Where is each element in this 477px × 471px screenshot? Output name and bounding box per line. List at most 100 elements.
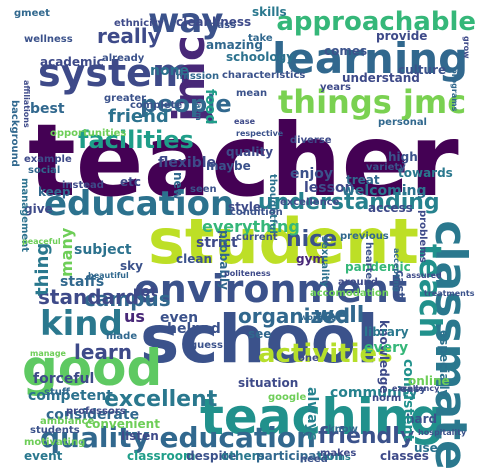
word-friend: friend [108,106,169,127]
word-respective: respective [236,129,284,138]
word-facilities: facilities [78,126,194,154]
word-mean: mean [236,88,267,99]
word-comes: comes [324,44,367,58]
word-teacher: teacher [28,102,459,219]
word-google: google [268,392,306,403]
word-see: see [248,327,271,341]
word-things-jmc: things jmc [278,83,466,121]
word-hard: hard [406,412,437,426]
word-students: students [30,425,80,436]
word-terms: terms [318,452,351,463]
word-working: working [300,313,337,322]
word-participation: participation [256,449,343,463]
word-learning: learning [272,34,468,83]
word-competent: competent [28,388,113,404]
word-school: school [140,301,379,378]
word-thoughtful: thoughtful [267,174,278,234]
word-towards: towards [398,166,453,180]
word-strict: strict [196,235,238,251]
word-nice: nice [286,227,337,252]
word-treatments: treatments [424,289,475,298]
word-easy: easy [400,384,426,395]
word-excellent: excellent [104,387,218,412]
word-gmeet: gmeet [14,8,50,19]
word-staffs: staffs [60,274,104,290]
word-knowledge: knowledge [377,320,391,393]
word-student: student [148,205,419,278]
word-thing: thing [32,243,53,296]
word-background: background [9,100,20,167]
word-well: well [314,303,364,328]
word-library: library [364,325,409,339]
word-peaceful: peaceful [22,237,61,246]
word-mission: mission [176,71,219,82]
word-environment: environment [134,267,407,311]
word-quality: quality [226,145,273,159]
word-current: current [236,232,278,243]
word-convenient: convenient [85,417,160,431]
word-programs: programs [450,68,459,112]
word-made: made [106,331,137,342]
word-probably: probably [217,230,231,290]
word-consistent: consistent [400,359,416,442]
word-affiliations: affiliations [22,80,31,128]
word-years: years [320,82,351,93]
word-system: system [38,51,192,95]
word-keep: keep [38,185,71,199]
word-listen: listen [121,429,159,443]
word-problems: problems [417,210,428,263]
word-ethnicity: ethnicity [114,18,164,29]
word-food: food [202,89,218,124]
word-etc: etc [120,175,141,189]
word-amazing: amazing [206,38,263,52]
word-norm: norm [372,393,401,404]
word-guess: guess [190,340,223,351]
word-quality-education: quality education [40,421,316,454]
word-instead: instead [62,180,104,191]
word-many: many [57,227,76,277]
word-variety: variety [366,162,406,173]
word-approachable: approachable [276,7,476,37]
word-makes: makes [320,448,356,459]
word-excellence: excellence [280,197,340,208]
word-teach: teach [412,244,447,338]
word-none: none [150,63,189,79]
word-accomodation: accomodation [310,288,389,299]
word-hearted: hearted [363,242,374,286]
word-use: use [414,441,438,455]
word-provide: provide [376,29,427,43]
word-politeness: politeness [224,269,271,278]
word-standard: standard [38,285,139,309]
word-helped: helped [167,321,221,337]
word-best: best [30,101,65,117]
word-access: access [368,201,413,215]
word-class: class [208,20,236,31]
word-previous: previous [340,231,389,242]
word-need: need [300,454,328,465]
word-everything: everything [202,217,300,236]
word-motivating: motivating [24,437,85,448]
word-hospitality: hospitality [418,428,467,437]
word-gym: gym [296,252,325,266]
word-cast: cast [393,270,407,298]
word-excellency: excellency [392,384,440,393]
word-characteristics: characteristics [222,70,305,81]
word-way: way [148,1,223,41]
word-organized: organized [238,304,350,328]
word-learn: learn [74,340,132,364]
word-lot: lot [136,284,157,300]
word-good: good [22,339,162,397]
word-accepting: accepting [392,248,401,292]
word-new: new [171,172,185,200]
word-forceful: forceful [33,371,94,387]
word-online: online [408,374,450,388]
word-classmate: classmate [425,220,476,470]
word-high: high [388,150,418,164]
word-situation: situation [238,376,298,390]
word-personal: personal [378,117,427,128]
word-seen: seen [190,184,217,195]
word-especially: especially [437,330,451,398]
word-management: management [19,178,30,252]
word-considerate: considerate [46,407,139,423]
